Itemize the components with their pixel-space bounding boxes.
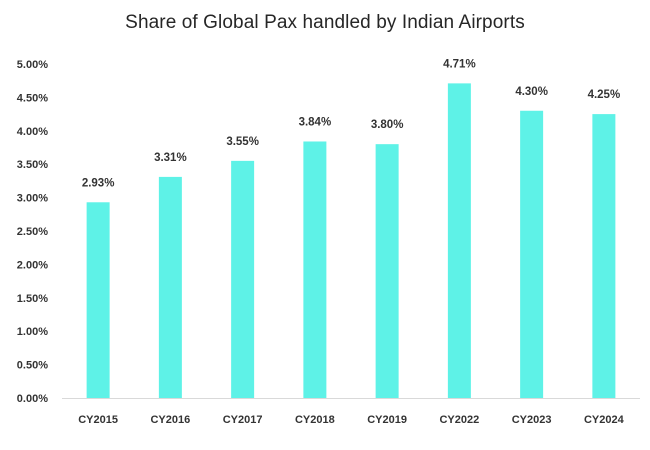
data-label: 4.30% — [515, 86, 548, 98]
y-tick-label: 5.00% — [17, 59, 48, 71]
x-tick-label: CY2024 — [584, 414, 625, 426]
data-label: 3.84% — [299, 116, 332, 128]
y-tick-label: 3.00% — [17, 193, 48, 205]
bar-cy2019 — [375, 144, 399, 398]
data-label: 3.31% — [154, 152, 187, 164]
y-tick-label: 4.00% — [17, 126, 48, 138]
x-tick-label: CY2017 — [223, 414, 263, 426]
data-label: 4.71% — [443, 58, 476, 70]
x-tick-label: CY2019 — [367, 414, 407, 426]
bar-cy2016 — [158, 176, 182, 398]
x-tick-label: CY2018 — [295, 414, 335, 426]
y-tick-label: 3.50% — [17, 159, 48, 171]
data-label: 3.80% — [371, 119, 404, 131]
bar-cy2018 — [303, 141, 327, 398]
bar-cy2015 — [86, 202, 110, 398]
bar-cy2023 — [520, 110, 544, 398]
chart-title: Share of Global Pax handled by Indian Ai… — [125, 12, 525, 33]
x-tick-label: CY2015 — [78, 414, 118, 426]
y-tick-label: 0.00% — [17, 393, 48, 405]
data-label: 2.93% — [82, 177, 115, 189]
x-tick-label: CY2023 — [512, 414, 552, 426]
y-tick-label: 2.00% — [17, 259, 48, 271]
bar-cy2017 — [231, 160, 255, 398]
y-tick-label: 1.50% — [17, 293, 48, 305]
y-tick-label: 4.50% — [17, 92, 48, 104]
data-label: 3.55% — [226, 136, 259, 148]
bar-cy2024 — [592, 114, 616, 398]
x-tick-label: CY2022 — [439, 414, 479, 426]
y-tick-label: 2.50% — [17, 226, 48, 238]
y-tick-label: 0.50% — [17, 360, 48, 372]
y-tick-label: 1.00% — [17, 326, 48, 338]
bar-cy2022 — [447, 83, 471, 398]
x-tick-label: CY2016 — [150, 414, 190, 426]
data-label: 4.25% — [588, 89, 621, 101]
